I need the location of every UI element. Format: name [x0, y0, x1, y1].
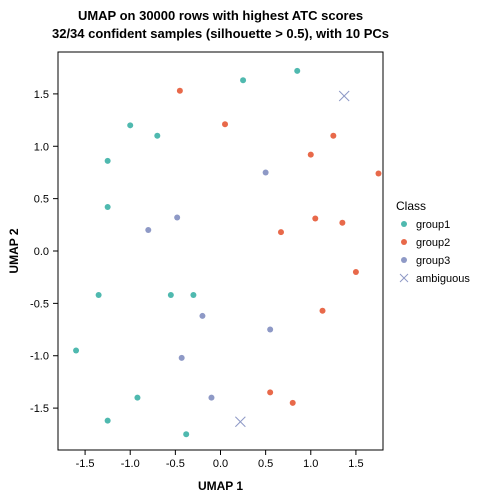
y-tick-label: 0.5 — [34, 194, 49, 206]
legend-label-group2: group2 — [416, 237, 450, 249]
x-tick-label: 1.0 — [303, 458, 318, 470]
point-group1 — [240, 77, 246, 83]
point-group3 — [179, 355, 185, 361]
point-group2 — [312, 216, 318, 222]
legend-title: Class — [396, 199, 426, 213]
point-group2 — [320, 308, 326, 314]
y-tick-label: -1.0 — [30, 351, 49, 363]
point-group1 — [105, 418, 111, 424]
point-group3 — [208, 395, 214, 401]
point-group1 — [105, 158, 111, 164]
chart-title-line1: UMAP on 30000 rows with highest ATC scor… — [78, 8, 363, 23]
point-group2 — [308, 152, 314, 158]
point-group1 — [134, 395, 140, 401]
point-group2 — [267, 389, 273, 395]
point-group2 — [339, 220, 345, 226]
y-tick-label: 0.0 — [34, 246, 49, 258]
point-group1 — [294, 68, 300, 74]
y-axis-label: UMAP 2 — [7, 228, 21, 273]
point-group3 — [263, 169, 269, 175]
point-group1 — [168, 292, 174, 298]
x-tick-label: -1.0 — [121, 458, 140, 470]
x-tick-label: -1.5 — [76, 458, 95, 470]
point-group1 — [105, 204, 111, 210]
x-tick-label: 0.5 — [258, 458, 273, 470]
point-group2 — [375, 170, 381, 176]
y-tick-label: -1.5 — [30, 403, 49, 415]
y-tick-label: -0.5 — [30, 298, 49, 310]
point-group2 — [177, 88, 183, 94]
point-group2 — [290, 400, 296, 406]
point-group1 — [127, 122, 133, 128]
x-axis-label: UMAP 1 — [198, 479, 243, 493]
x-tick-label: 1.5 — [348, 458, 363, 470]
chart-background — [0, 0, 504, 504]
y-tick-label: 1.5 — [34, 89, 49, 101]
point-group3 — [145, 227, 151, 233]
legend-symbol-group1 — [401, 221, 407, 227]
point-group1 — [183, 431, 189, 437]
legend-label-group1: group1 — [416, 219, 450, 231]
legend-symbol-group3 — [401, 257, 407, 263]
point-group1 — [96, 292, 102, 298]
legend-symbol-group2 — [401, 239, 407, 245]
x-tick-label: 0.0 — [213, 458, 228, 470]
point-group2 — [353, 269, 359, 275]
legend-label-group3: group3 — [416, 255, 450, 267]
chart-title-line2: 32/34 confident samples (silhouette > 0.… — [52, 26, 389, 41]
point-group1 — [154, 133, 160, 139]
point-group2 — [222, 121, 228, 127]
point-group3 — [267, 327, 273, 333]
point-group1 — [73, 348, 79, 354]
x-tick-label: -0.5 — [166, 458, 185, 470]
y-tick-label: 1.0 — [34, 141, 49, 153]
point-group3 — [199, 313, 205, 319]
legend-label-ambiguous: ambiguous — [416, 273, 470, 285]
point-group2 — [278, 229, 284, 235]
point-group3 — [174, 214, 180, 220]
point-group1 — [190, 292, 196, 298]
point-group2 — [330, 133, 336, 139]
